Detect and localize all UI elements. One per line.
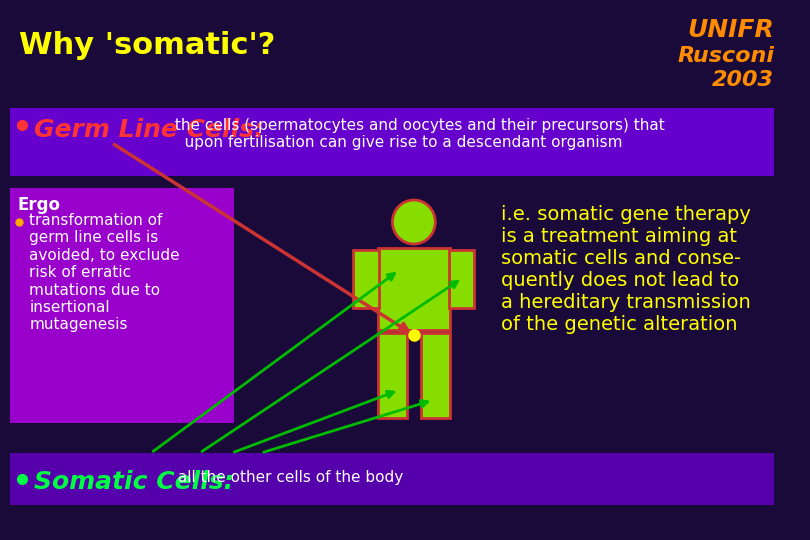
Circle shape xyxy=(392,200,435,244)
FancyBboxPatch shape xyxy=(449,250,474,308)
FancyBboxPatch shape xyxy=(377,333,407,418)
Text: Why 'somatic'?: Why 'somatic'? xyxy=(19,30,276,59)
Text: Ergo: Ergo xyxy=(18,196,61,214)
FancyBboxPatch shape xyxy=(10,108,774,176)
Text: i.e. somatic gene therapy
is a treatment aiming at
somatic cells and conse-
quen: i.e. somatic gene therapy is a treatment… xyxy=(501,205,752,334)
Text: transformation of
germ line cells is
avoided, to exclude
risk of erratic
mutatio: transformation of germ line cells is avo… xyxy=(29,213,180,333)
FancyBboxPatch shape xyxy=(377,248,450,330)
Text: UNIFR: UNIFR xyxy=(688,18,774,42)
Text: the cells (spermatocytes and oocytes and their precursors) that
   upon fertilis: the cells (spermatocytes and oocytes and… xyxy=(170,118,665,151)
Text: all the other cells of the body: all the other cells of the body xyxy=(173,470,403,485)
Text: Rusconi: Rusconi xyxy=(677,46,774,66)
FancyBboxPatch shape xyxy=(353,250,379,308)
Text: 2003: 2003 xyxy=(712,70,774,90)
FancyBboxPatch shape xyxy=(420,333,450,418)
Text: Germ Line Cells:: Germ Line Cells: xyxy=(34,118,264,142)
FancyBboxPatch shape xyxy=(10,453,774,505)
FancyBboxPatch shape xyxy=(10,188,234,423)
Text: Somatic Cells:: Somatic Cells: xyxy=(34,470,234,494)
